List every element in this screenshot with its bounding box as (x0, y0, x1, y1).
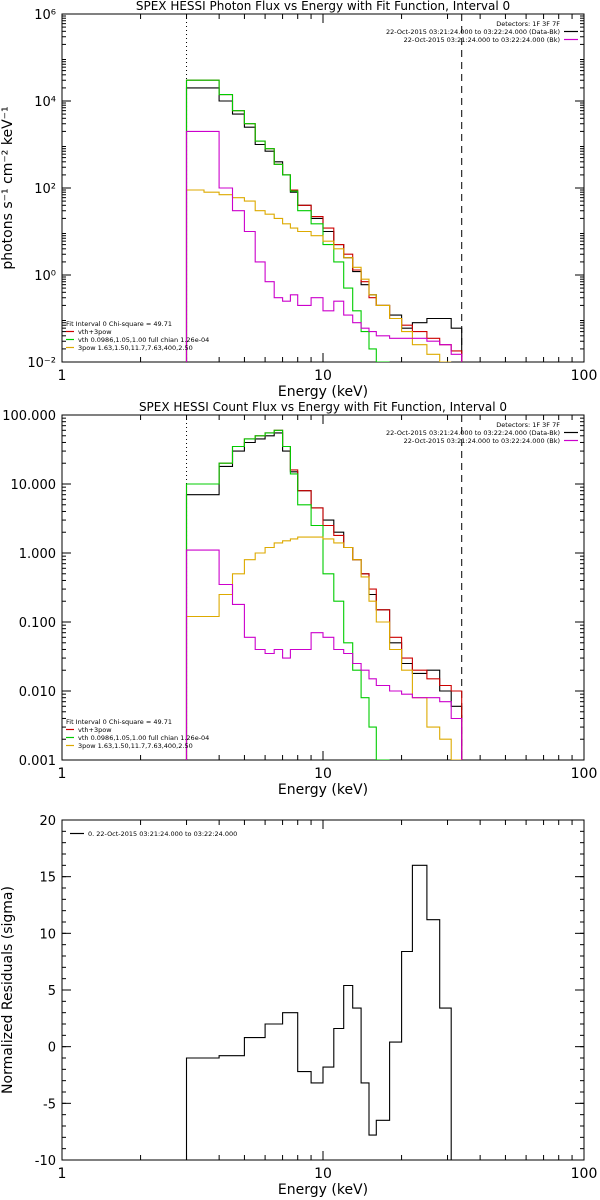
x-tick-label: 1 (58, 368, 67, 384)
legend-entry: Fit Interval 0 Chi-square = 49.71 (66, 718, 172, 726)
series-residuals (185, 864, 462, 1160)
y-tick-label: -5 (43, 1097, 56, 1112)
x-axis-label: Energy (keV) (278, 384, 368, 400)
legend-entry: vth 0.0986,1.05,1.00 full chian 1.26e-04 (78, 336, 209, 344)
series-bk (185, 549, 463, 760)
x-tick-label: 1 (58, 1166, 67, 1182)
chart-0: SPEX HESSI Photon Flux vs Energy with Fi… (0, 0, 597, 400)
chart-1: SPEX HESSI Count Flux vs Energy with Fit… (2, 400, 597, 798)
y-tick-label: 15 (39, 871, 56, 886)
series-vth (185, 79, 390, 362)
series-vth (185, 429, 390, 760)
y-axis-label: photons s⁻¹ cm⁻² keV⁻¹ (0, 106, 16, 269)
y-tick-label: 0.001 (19, 754, 56, 769)
info-line: 22-Oct-2015 03:21:24.000 to 03:22:24.000… (386, 429, 560, 437)
chart-title: SPEX HESSI Count Flux vs Energy with Fit… (139, 400, 507, 414)
y-tick-label: 10 (39, 927, 56, 942)
legend-entry: vth+3pow (78, 726, 112, 734)
legend-entry: Fit Interval 0 Chi-square = 49.71 (66, 320, 172, 328)
series-3pow (185, 189, 452, 362)
legend-entry: 3pow 1.63,1.50,11.7,7.63,400,2.50 (78, 742, 193, 750)
x-tick-label: 1 (58, 766, 67, 782)
y-tick-label: 1.000 (19, 547, 56, 562)
legend-entry: vth 0.0986,1.05,1.00 full chian 1.26e-04 (78, 734, 209, 742)
series-bk (185, 130, 463, 362)
series-group (185, 864, 462, 1160)
info-line: 22-Oct-2015 03:21:24.000 to 03:22:24.000… (386, 28, 560, 36)
y-tick-label: 0.010 (19, 685, 56, 700)
y-tick-label: 10⁰ (34, 269, 56, 284)
info-line: 22-Oct-2015 03:21:24.000 to 03:22:24.000… (404, 437, 560, 445)
y-tick-label: 10⁴ (34, 95, 56, 110)
y-tick-label: 20 (39, 814, 56, 829)
x-axis-label: Energy (keV) (278, 1182, 368, 1198)
y-tick-label: 10⁻² (27, 356, 56, 371)
legend-entry: vth+3pow (78, 328, 112, 336)
y-tick-label: 10⁶ (34, 8, 56, 23)
info-line: 22-Oct-2015 03:21:24.000 to 03:22:24.000… (404, 36, 560, 44)
chart-2: 1 10 100 Energy (keV) -10 -5 0 5 10 15 20 Normalize… (0, 814, 597, 1198)
y-tick-label: 0.100 (19, 616, 56, 631)
y-tick-label: -10 (35, 1154, 56, 1169)
legend-entry: 3pow 1.63,1.50,11.7,7.63,400,2.50 (78, 344, 193, 352)
y-axis-label: Normalized Residuals (sigma) (0, 886, 16, 1094)
series-data-bk (185, 87, 463, 362)
x-tick-label: 100 (571, 368, 598, 384)
x-tick-label: 10 (314, 368, 332, 384)
x-axis-label: Energy (keV) (278, 782, 368, 798)
legend-entry: 0. 22-Oct-2015 03:21:24.000 to 03:22:24.… (88, 830, 237, 838)
info-line: Detectors: 1F 3F 7F (496, 20, 560, 28)
x-tick-label: 10 (314, 766, 332, 782)
info-line: Detectors: 1F 3F 7F (496, 421, 560, 429)
series-3pow (185, 536, 462, 760)
y-tick-label: 100.000 (2, 409, 56, 424)
x-tick-label: 100 (571, 766, 598, 782)
y-tick-label: 5 (48, 984, 56, 999)
x-tick-label: 100 (571, 1166, 598, 1182)
y-tick-label: 0 (48, 1041, 56, 1056)
y-tick-label: 10² (34, 182, 56, 197)
chart-title: SPEX HESSI Photon Flux vs Energy with Fi… (136, 0, 510, 13)
y-tick-label: 10.000 (11, 478, 57, 493)
series-group (185, 429, 463, 760)
x-tick-label: 10 (314, 1166, 332, 1182)
series-group (185, 79, 463, 362)
